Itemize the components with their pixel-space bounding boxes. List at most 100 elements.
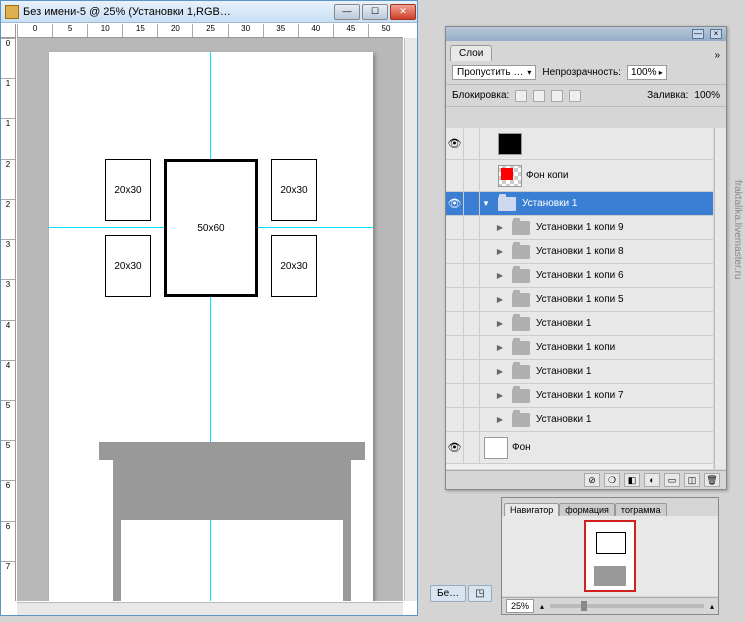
- tab-histogram[interactable]: тограмма: [615, 503, 667, 516]
- layer-name[interactable]: Установки 1 копи 5: [536, 294, 624, 305]
- twisty-icon[interactable]: ▶: [494, 391, 506, 400]
- layer-row[interactable]: Фон копи: [446, 160, 713, 192]
- frame-tr[interactable]: 20x30: [271, 159, 317, 221]
- visibility-toggle[interactable]: [446, 384, 464, 407]
- vertical-ruler[interactable]: 01122334455667: [1, 38, 16, 601]
- layer-name[interactable]: Установки 1: [536, 366, 591, 377]
- mask-icon[interactable]: ◧: [624, 473, 640, 487]
- new-layer-icon[interactable]: ◫: [684, 473, 700, 487]
- panel-minimize-icon[interactable]: —: [692, 29, 704, 39]
- layer-name[interactable]: Фон: [512, 442, 531, 453]
- panel-menu-icon[interactable]: »: [714, 50, 720, 61]
- fx-icon[interactable]: ❍: [604, 473, 620, 487]
- ruler-origin[interactable]: [1, 24, 16, 38]
- tab-layers[interactable]: Слои: [450, 45, 492, 61]
- link-col[interactable]: [464, 312, 480, 335]
- layer-name[interactable]: Установки 1: [536, 318, 591, 329]
- canvas-scrollbar-v[interactable]: [404, 38, 417, 601]
- group-icon[interactable]: ▭: [664, 473, 680, 487]
- panel-titlebar[interactable]: — ×: [446, 27, 726, 41]
- taskbar-item-icon[interactable]: ◳: [468, 585, 491, 602]
- twisty-icon[interactable]: ▶: [494, 367, 506, 376]
- layer-row[interactable]: ▶ Установки 1 копи 9: [446, 216, 713, 240]
- layer-name[interactable]: Установки 1 копи 7: [536, 390, 624, 401]
- layer-row[interactable]: ▶ Установки 1 копи: [446, 336, 713, 360]
- layer-row[interactable]: ▶Установки 1 копи 6: [446, 264, 713, 288]
- link-col[interactable]: [464, 288, 480, 311]
- link-col[interactable]: [464, 432, 480, 463]
- adjustment-icon[interactable]: ◐: [644, 473, 660, 487]
- twisty-icon[interactable]: ▶: [494, 295, 506, 304]
- tab-info[interactable]: формация: [559, 503, 615, 516]
- lock-paint-icon[interactable]: [533, 90, 545, 102]
- twisty-icon[interactable]: ▼: [480, 199, 492, 208]
- twisty-icon[interactable]: ▶: [494, 247, 506, 256]
- visibility-toggle[interactable]: [446, 160, 464, 191]
- frame-center[interactable]: 50x60: [164, 159, 258, 297]
- visibility-toggle[interactable]: [446, 240, 464, 263]
- zoom-in-icon[interactable]: ▴: [710, 602, 714, 611]
- fill-input[interactable]: 100%: [694, 90, 720, 101]
- layer-name[interactable]: Установки 1 копи: [536, 342, 615, 353]
- visibility-toggle[interactable]: [446, 288, 464, 311]
- layer-row[interactable]: ▶ Установки 1 копи 8: [446, 240, 713, 264]
- twisty-icon[interactable]: ▶: [494, 319, 506, 328]
- layer-name[interactable]: Установки 1 копи 8: [536, 246, 624, 257]
- layer-name[interactable]: Установки 1: [536, 414, 591, 425]
- layer-row[interactable]: ▶ Установки 1: [446, 408, 713, 432]
- link-col[interactable]: [464, 264, 480, 287]
- link-col[interactable]: [464, 360, 480, 383]
- twisty-icon[interactable]: ▶: [494, 271, 506, 280]
- visibility-toggle[interactable]: [446, 216, 464, 239]
- twisty-icon[interactable]: ▶: [494, 343, 506, 352]
- layer-row[interactable]: 👁 Фон: [446, 432, 713, 464]
- frame-tl[interactable]: 20x30: [105, 159, 151, 221]
- zoom-slider[interactable]: [550, 604, 704, 608]
- layer-row[interactable]: ▶ Установки 1 копи 7: [446, 384, 713, 408]
- link-col[interactable]: [464, 240, 480, 263]
- visibility-toggle[interactable]: [446, 264, 464, 287]
- nav-preview[interactable]: [502, 516, 718, 596]
- taskbar-item[interactable]: Бе…: [430, 585, 466, 602]
- layer-name[interactable]: Фон копи: [526, 170, 569, 181]
- layers-list[interactable]: 👁Фон копи👁▼Установки 1▶Установки 1 копи …: [446, 128, 713, 469]
- close-button[interactable]: ✕: [390, 4, 416, 20]
- visibility-toggle[interactable]: [446, 408, 464, 431]
- link-col[interactable]: [464, 192, 480, 215]
- trash-icon[interactable]: 🗑: [704, 473, 720, 487]
- tab-navigator[interactable]: Навигатор: [504, 503, 559, 516]
- visibility-toggle[interactable]: 👁: [446, 432, 464, 463]
- lock-transparent-icon[interactable]: [515, 90, 527, 102]
- horizontal-ruler[interactable]: 05101520253035404550: [17, 24, 403, 38]
- blend-mode-select[interactable]: Пропустить …: [452, 65, 536, 80]
- link-col[interactable]: [464, 128, 480, 159]
- layer-row[interactable]: ▶ Установки 1: [446, 360, 713, 384]
- layer-name[interactable]: Установки 1 копи 9: [536, 222, 624, 233]
- layer-name[interactable]: Установки 1: [522, 198, 577, 209]
- visibility-toggle[interactable]: 👁: [446, 192, 464, 215]
- link-layers-icon[interactable]: ⊘: [584, 473, 600, 487]
- visibility-toggle[interactable]: [446, 312, 464, 335]
- layer-row[interactable]: 👁: [446, 128, 713, 160]
- zoom-input[interactable]: 25%: [506, 599, 534, 613]
- layer-row[interactable]: 👁 ▼ Установки 1: [446, 192, 713, 216]
- panel-close-icon[interactable]: ×: [710, 29, 722, 39]
- lock-move-icon[interactable]: [551, 90, 563, 102]
- lock-all-icon[interactable]: [569, 90, 581, 102]
- link-col[interactable]: [464, 384, 480, 407]
- link-col[interactable]: [464, 408, 480, 431]
- twisty-icon[interactable]: ▶: [494, 223, 506, 232]
- titlebar[interactable]: Без имени-5 @ 25% (Установки 1,RGB… — ☐ …: [1, 1, 417, 23]
- visibility-toggle[interactable]: [446, 336, 464, 359]
- link-col[interactable]: [464, 160, 480, 191]
- twisty-icon[interactable]: ▶: [494, 415, 506, 424]
- opacity-input[interactable]: 100%: [627, 65, 667, 80]
- layer-row[interactable]: ▶ Установки 1 копи 5: [446, 288, 713, 312]
- link-col[interactable]: [464, 216, 480, 239]
- canvas-scrollbar-h[interactable]: [17, 602, 403, 615]
- zoom-out-icon[interactable]: ▴: [540, 602, 544, 611]
- visibility-toggle[interactable]: 👁: [446, 128, 464, 159]
- link-col[interactable]: [464, 336, 480, 359]
- frame-br[interactable]: 20x30: [271, 235, 317, 297]
- frame-bl[interactable]: 20x30: [105, 235, 151, 297]
